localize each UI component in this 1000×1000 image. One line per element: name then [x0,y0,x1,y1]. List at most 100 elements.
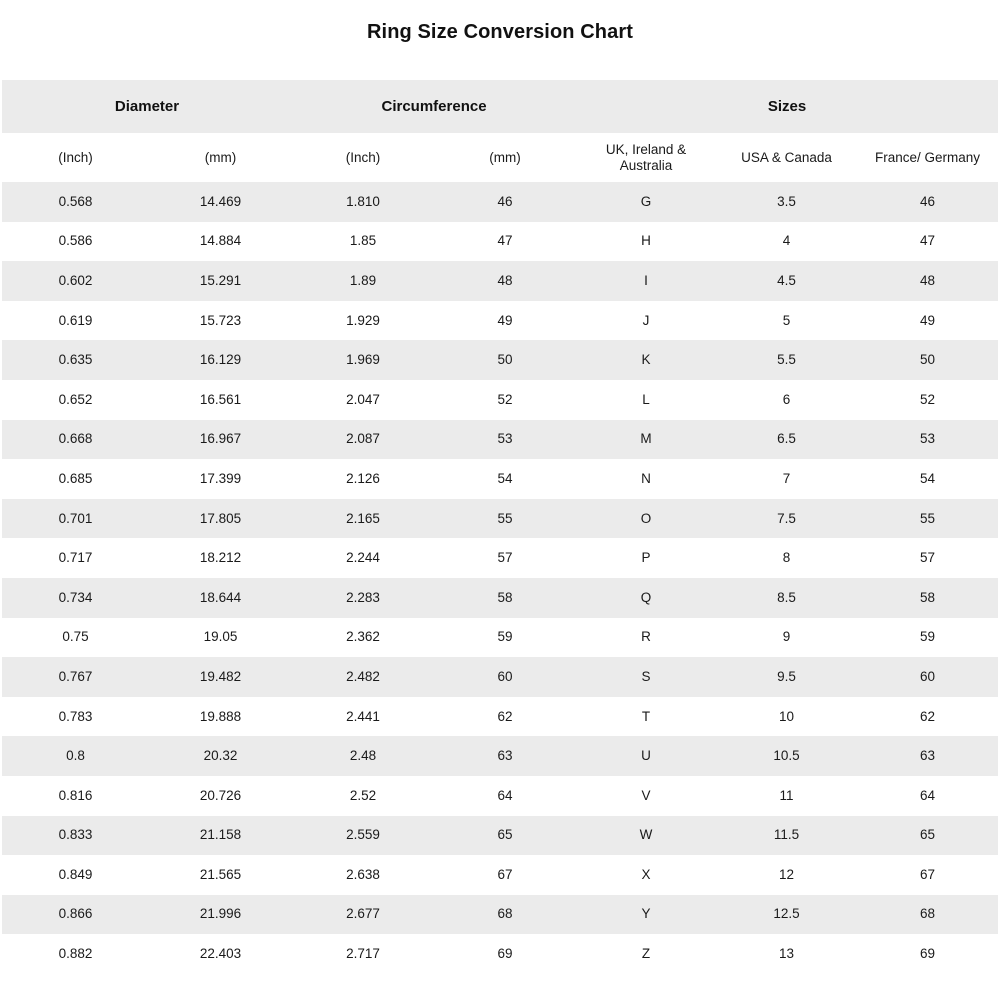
table-container: Diameter Circumference Sizes (Inch) (mm)… [0,80,1000,974]
table-row: 0.866 21.996 2.677 68 Y 12.5 68 [2,894,999,935]
table-row: 0.717 18.212 2.244 57 P 8 57 [2,538,999,578]
cell-size-france-germany: 64 [920,787,936,803]
cell-diameter-mm: 21.158 [199,827,242,843]
cell-diameter-mm: 15.723 [199,312,242,328]
table-row: 0.635 16.129 1.969 50 K 5.5 50 [2,340,999,380]
cell-diameter-mm: 17.805 [199,510,242,526]
cell-diameter-mm: 16.967 [199,431,242,447]
cell-diameter-mm: 21.996 [199,906,242,922]
column-header-uk-ireland-australia: UK, Ireland & Australia [605,141,687,173]
cell-size-france-germany: 55 [920,510,936,526]
cell-size-france-germany: 47 [920,233,936,249]
cell-diameter-mm: 19.05 [203,629,238,645]
cell-size-usa: 12 [779,866,795,882]
cell-diameter-mm: 18.644 [199,589,242,605]
cell-circumference-mm: 69 [497,946,513,962]
cell-circumference-inch: 2.677 [346,906,380,922]
cell-circumference-inch: 2.52 [349,787,377,803]
cell-diameter-mm: 20.726 [199,787,242,803]
cell-size-france-germany: 46 [920,193,936,209]
cell-diameter-mm: 22.403 [199,946,242,962]
cell-diameter-mm: 18.212 [199,550,242,566]
cell-diameter-mm: 20.32 [203,748,238,764]
table-row: 0.602 15.291 1.89 48 I 4.5 48 [2,261,999,301]
cell-size-usa: 13 [779,946,795,962]
cell-diameter-inch: 0.882 [58,946,93,962]
cell-diameter-inch: 0.568 [58,193,93,209]
cell-size-usa: 11.5 [773,827,800,843]
cell-diameter-inch: 0.734 [58,589,93,605]
cell-diameter-inch: 0.849 [58,866,93,882]
cell-circumference-mm: 58 [497,589,513,605]
cell-diameter-inch: 0.685 [58,470,93,486]
cell-size-uk: R [641,629,651,645]
cell-circumference-mm: 60 [497,668,513,684]
cell-size-uk: S [641,668,651,684]
cell-size-usa: 5 [782,312,791,328]
cell-diameter-mm: 16.561 [199,391,242,407]
table-row: 0.685 17.399 2.126 54 N 7 54 [2,459,999,499]
cell-size-uk: Y [641,906,651,922]
cell-size-france-germany: 49 [920,312,936,328]
cell-circumference-mm: 49 [497,312,513,328]
cell-size-uk: I [644,272,648,288]
cell-size-usa: 9.5 [777,668,796,684]
cell-circumference-inch: 2.283 [346,589,380,605]
cell-size-uk: T [641,708,651,724]
cell-diameter-inch: 0.783 [58,708,93,724]
cell-diameter-inch: 0.717 [58,550,93,566]
cell-circumference-inch: 2.638 [346,866,380,882]
cell-size-uk: M [640,431,652,447]
table-row: 0.783 19.888 2.441 62 T 10 62 [2,696,999,737]
ring-size-conversion-table: Diameter Circumference Sizes (Inch) (mm)… [2,80,999,974]
cell-circumference-mm: 50 [497,352,513,368]
cell-size-usa: 7.5 [777,510,796,526]
cell-size-uk: P [641,550,651,566]
cell-diameter-mm: 21.565 [199,866,242,882]
cell-circumference-mm: 57 [497,550,513,566]
cell-circumference-inch: 2.126 [346,470,380,486]
cell-circumference-inch: 1.810 [346,193,380,209]
cell-size-usa: 9 [782,629,791,645]
cell-size-uk: U [641,748,651,764]
cell-circumference-inch: 2.165 [346,510,380,526]
cell-size-france-germany: 48 [920,272,936,288]
cell-circumference-inch: 1.89 [349,272,377,288]
cell-diameter-inch: 0.652 [58,391,93,407]
cell-size-uk: Z [641,946,651,962]
cell-diameter-inch: 0.635 [58,352,93,368]
group-header-diameter: Diameter [114,97,180,115]
cell-size-france-germany: 59 [920,629,936,645]
cell-diameter-inch: 0.668 [58,431,93,447]
cell-size-france-germany: 60 [920,668,936,684]
cell-circumference-mm: 63 [497,748,513,764]
cell-size-usa: 7 [782,470,791,486]
cell-circumference-mm: 62 [497,708,513,724]
cell-diameter-mm: 14.884 [199,233,242,249]
cell-size-france-germany: 62 [920,708,936,724]
cell-size-usa: 10.5 [773,748,800,764]
cell-size-uk: J [642,312,650,328]
cell-size-usa: 11 [779,787,794,803]
cell-circumference-inch: 2.48 [349,748,377,764]
table-row: 0.568 14.469 1.810 46 G 3.5 46 [2,182,999,222]
table-row: 0.586 14.884 1.85 47 H 4 47 [2,221,999,262]
cell-diameter-inch: 0.767 [58,668,93,684]
cell-size-usa: 5.5 [777,352,796,368]
cell-diameter-inch: 0.602 [58,272,93,288]
column-header-diameter-inch: (Inch) [58,149,93,165]
cell-size-france-germany: 67 [920,866,936,882]
cell-circumference-inch: 2.482 [346,668,380,684]
cell-size-france-germany: 68 [920,906,936,922]
cell-circumference-mm: 47 [497,233,513,249]
cell-size-usa: 8 [782,550,791,566]
column-header-row: (Inch) (mm) (Inch) (mm) UK, Ireland & Au… [2,133,999,182]
column-header-france-germany: France/ Germany [875,149,981,165]
cell-diameter-inch: 0.75 [62,629,89,645]
page-title: Ring Size Conversion Chart [367,21,633,43]
column-header-diameter-mm: (mm) [204,149,237,165]
cell-circumference-inch: 2.441 [346,708,380,724]
table-row: 0.668 16.967 2.087 53 M 6.5 53 [2,419,999,460]
table-row: 0.75 19.05 2.362 59 R 9 59 [2,617,999,658]
